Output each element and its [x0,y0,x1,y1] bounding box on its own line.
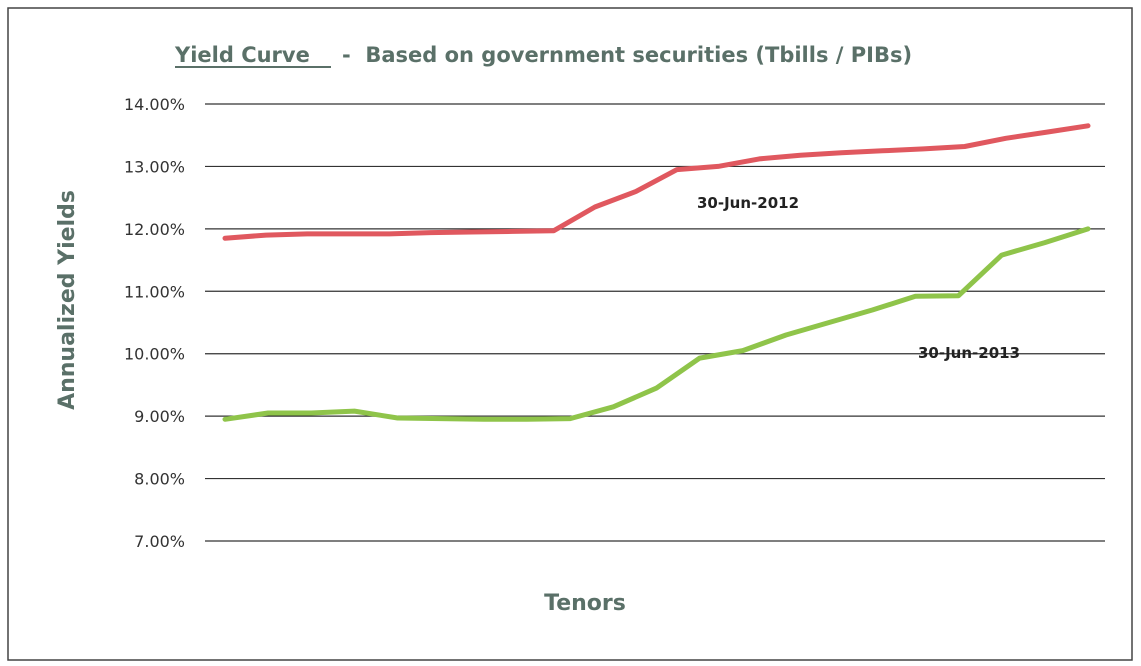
y-tick-label: 8.00% [134,470,185,489]
y-tick-label: 14.00% [124,95,185,114]
series-line-30-Jun-2012 [222,123,1091,241]
series-label-2012: 30-Jun-2012 [697,194,799,212]
series-line-30-Jun-2013 [222,226,1091,422]
y-axis-title: Annualized Yields [55,190,80,410]
x-axis-title: Tenors [544,591,626,616]
y-tick-label: 9.00% [134,407,185,426]
y-tick-label: 12.00% [124,220,185,239]
y-tick-labels: 14.00% 13.00% 12.00% 11.00% 10.00% 9.00% 8.00%… [124,95,185,551]
chart-border [7,7,1133,661]
y-tick-label: 7.00% [134,532,185,551]
y-tick-label: 10.00% [124,345,185,364]
chart-subtitle: - Based on government securities (Tbills… [342,43,912,67]
gridlines [205,103,1105,542]
series-lines [222,123,1091,422]
y-tick-label: 11.00% [124,282,185,301]
series-label-2013: 30-Jun-2013 [918,344,1020,362]
y-tick-label: 13.00% [124,157,185,176]
chart-title: Yield Curve [174,43,310,67]
